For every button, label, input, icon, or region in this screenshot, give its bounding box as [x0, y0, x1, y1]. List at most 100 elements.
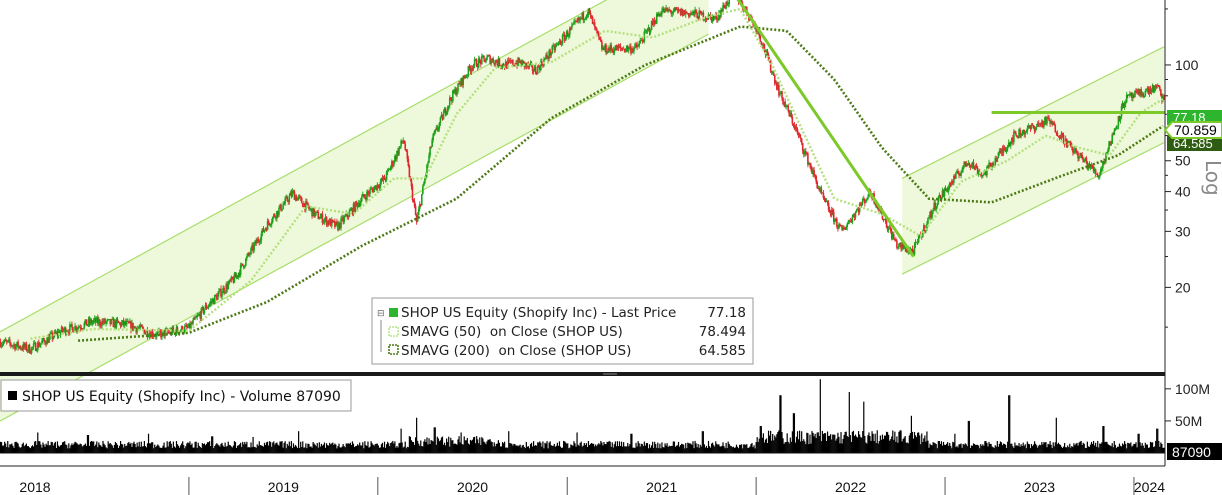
volume-bar — [834, 434, 836, 453]
price-candle — [580, 17, 583, 19]
price-candle — [911, 248, 914, 251]
price-candle — [97, 317, 99, 324]
price-candle — [0, 344, 3, 347]
legend-sma200-value: 64.585 — [699, 343, 746, 359]
legend-collapse-icon[interactable]: ⊟ — [377, 309, 385, 319]
price-legend[interactable]: ⊟ SHOP US Equity (Shopify Inc) - Last Pr… — [371, 297, 754, 365]
price-candle — [1039, 123, 1042, 126]
volume-bar — [336, 448, 338, 453]
price-candle — [617, 45, 620, 48]
price-candle — [655, 13, 658, 24]
volume-bar — [153, 448, 155, 453]
volume-bar — [183, 445, 185, 453]
volume-bar — [449, 446, 451, 453]
volume-bar — [1144, 442, 1146, 453]
volume-bar — [206, 442, 209, 453]
price-candle — [684, 11, 687, 15]
price-candle — [247, 253, 249, 257]
volume-bar — [877, 443, 879, 453]
volume-bar — [489, 439, 491, 453]
price-candle — [187, 327, 189, 329]
volume-bar — [665, 445, 667, 453]
price-candle — [1153, 88, 1156, 92]
price-candle — [668, 9, 670, 11]
volume-bar — [541, 446, 543, 453]
volume-bar — [316, 443, 318, 453]
price-candle — [788, 110, 791, 117]
volume-bar — [729, 445, 731, 453]
price-candle — [674, 7, 677, 9]
price-candle — [838, 224, 840, 229]
price-candle — [355, 201, 358, 204]
volume-bar — [581, 446, 583, 453]
volume-bar — [993, 448, 995, 453]
volume-bar — [57, 445, 60, 453]
volume-bar — [974, 444, 977, 453]
price-candle — [130, 321, 132, 331]
volume-bar — [115, 443, 118, 453]
volume-bar — [300, 441, 302, 453]
volume-bar — [1149, 441, 1152, 453]
volume-bar — [559, 446, 562, 453]
price-candle — [30, 347, 33, 354]
volume-bar — [636, 446, 638, 453]
volume-bar — [1040, 445, 1042, 453]
price-candle — [285, 196, 288, 199]
volume-bar — [1077, 445, 1079, 453]
price-candle — [603, 47, 605, 50]
price-candle — [463, 75, 466, 78]
volume-bar — [58, 446, 61, 453]
price-candle — [681, 9, 684, 17]
price-candle — [1138, 89, 1140, 96]
price-candle — [380, 178, 383, 183]
volume-bar — [340, 447, 342, 453]
volume-bar — [346, 443, 348, 453]
volume-bar — [226, 445, 228, 453]
volume-bar — [1070, 447, 1072, 453]
price-candle — [135, 327, 137, 333]
volume-bar — [701, 431, 703, 453]
price-candle — [817, 187, 820, 189]
volume-bar — [854, 434, 857, 453]
volume-bar — [949, 443, 951, 453]
volume-bar — [733, 447, 736, 453]
price-candle — [904, 246, 906, 249]
volume-bar — [289, 446, 291, 453]
volume-bar — [791, 431, 793, 453]
volume-bar — [0, 442, 3, 453]
volume-bar — [596, 446, 598, 453]
price-candle — [481, 56, 483, 65]
price-candle — [505, 61, 508, 69]
volume-bar — [860, 437, 862, 453]
volume-bar — [325, 443, 328, 453]
volume-bar — [669, 446, 671, 453]
price-candle — [105, 321, 107, 324]
price-candle — [937, 197, 940, 204]
volume-bar — [893, 439, 895, 453]
volume-bar — [1003, 444, 1006, 453]
volume-bar — [990, 443, 992, 453]
price-candle — [212, 298, 215, 304]
volume-bar — [683, 444, 685, 453]
volume-bar — [454, 443, 456, 453]
price-candle — [600, 39, 602, 42]
price-candle — [19, 346, 21, 349]
panel-divider[interactable] — [0, 372, 1165, 376]
price-candle — [345, 212, 348, 216]
price-candle — [399, 146, 401, 148]
price-candle — [495, 60, 498, 63]
volume-bar — [522, 444, 524, 453]
volume-bar — [139, 446, 141, 453]
volume-legend[interactable]: SHOP US Equity (Shopify Inc) - Volume 87… — [0, 379, 352, 412]
volume-bar — [97, 447, 99, 453]
price-candle — [1121, 102, 1124, 107]
price-candle — [905, 246, 908, 252]
price-candle — [1008, 142, 1011, 147]
volume-bar — [256, 444, 258, 453]
price-candle — [672, 11, 675, 14]
volume-bar — [100, 445, 102, 453]
volume-bar — [716, 443, 718, 453]
price-candle — [1124, 102, 1127, 104]
price-candle — [133, 326, 135, 330]
